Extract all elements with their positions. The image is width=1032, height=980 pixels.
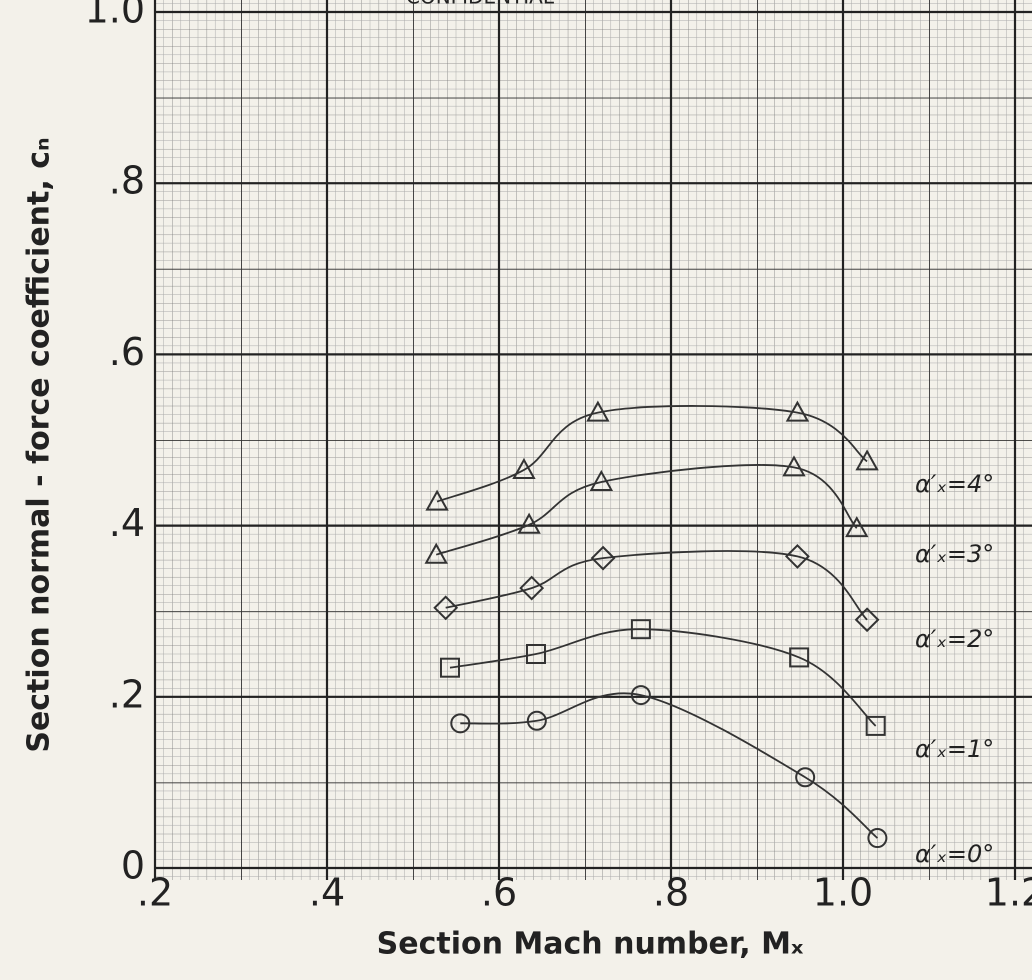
x-tick-label: .2 xyxy=(137,871,173,915)
marker xyxy=(525,644,546,664)
marker xyxy=(865,715,886,736)
marker xyxy=(517,512,541,534)
series-label: α′ₓ=0° xyxy=(915,840,994,868)
x-tick-label: .4 xyxy=(309,871,345,915)
y-tick-label: .2 xyxy=(109,672,145,716)
x-tick-label: 1.2 xyxy=(985,871,1032,915)
series-label: α′ₓ=2° xyxy=(915,625,994,653)
series-line xyxy=(436,405,868,503)
marker xyxy=(630,619,651,640)
series-line xyxy=(445,550,868,621)
series-line xyxy=(460,692,878,839)
series-line xyxy=(435,464,858,556)
marker xyxy=(795,767,816,788)
y-axis-label: Section normal - force coefficient, cₙ xyxy=(22,137,57,752)
graph-paper-major xyxy=(155,0,1032,880)
x-axis-label: Section Mach number, Mₓ xyxy=(377,927,804,962)
x-tick-label: .6 xyxy=(481,871,517,915)
series-label: α′ₓ=1° xyxy=(915,735,994,763)
marker xyxy=(845,516,869,538)
marker xyxy=(867,828,888,849)
y-tick-label: 0 xyxy=(121,844,145,888)
marker xyxy=(450,713,471,734)
y-tick-label: .4 xyxy=(109,501,145,545)
marker xyxy=(433,595,459,621)
marker xyxy=(512,457,536,479)
series-label: α′ₓ=4° xyxy=(915,470,994,498)
series-line xyxy=(449,628,877,727)
marker xyxy=(855,449,879,471)
marker xyxy=(424,542,448,564)
y-tick-label: .8 xyxy=(109,159,145,203)
x-tick-label: .8 xyxy=(653,871,689,915)
marker xyxy=(519,575,545,601)
marker xyxy=(854,607,880,633)
marker xyxy=(425,489,449,511)
marker xyxy=(439,657,460,678)
y-tick-label: .6 xyxy=(109,330,145,374)
marker xyxy=(789,647,810,668)
series-label: α′ₓ=3° xyxy=(915,540,994,568)
marker xyxy=(586,400,610,422)
marker xyxy=(526,710,547,731)
stamp: CONFIDENTIAL xyxy=(406,0,555,9)
marker xyxy=(630,685,651,706)
marker xyxy=(785,400,810,422)
x-tick-label: 1.0 xyxy=(813,871,873,915)
marker xyxy=(785,544,810,569)
y-tick-label: 1.0 xyxy=(85,0,145,32)
marker xyxy=(590,545,616,571)
marker xyxy=(589,469,614,491)
marker xyxy=(782,455,806,477)
